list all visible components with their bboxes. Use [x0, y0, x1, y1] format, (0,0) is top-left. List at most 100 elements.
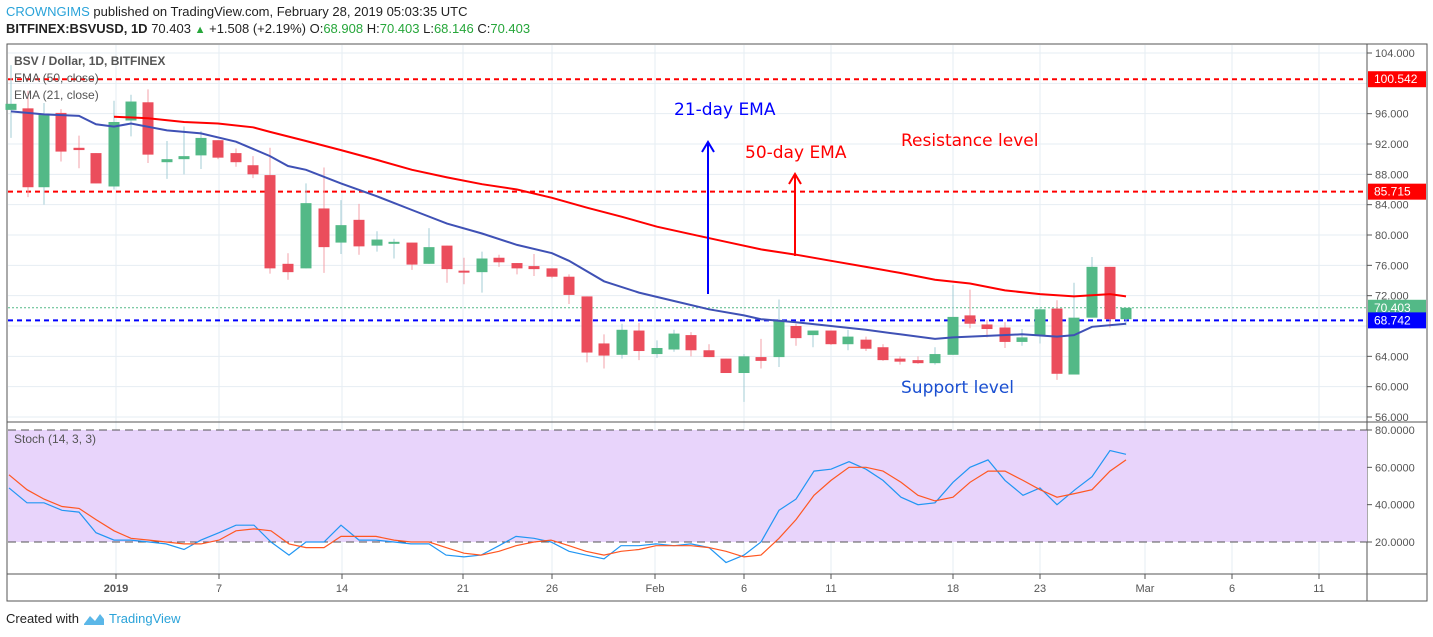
candle-body	[5, 103, 17, 110]
price-label-resistance-high	[1368, 71, 1426, 88]
candle-body	[1086, 266, 1098, 318]
candle-body	[581, 296, 593, 353]
candle-body	[773, 319, 785, 358]
time-tick-label: 11	[1313, 583, 1324, 595]
candle-body	[195, 137, 207, 156]
candle-body	[738, 356, 750, 374]
arrow-up-icon	[701, 140, 715, 153]
time-tick-label: 6	[1229, 583, 1235, 595]
time-tick-label: 14	[336, 583, 348, 595]
time-tick-label: 26	[546, 583, 558, 595]
candle-body	[563, 276, 575, 295]
candle-body	[860, 339, 872, 349]
candle-body	[668, 333, 680, 350]
stoch-tick-label: 40.0000	[1375, 500, 1415, 512]
candle-body	[546, 268, 558, 277]
price-label-text: 100.542	[1374, 72, 1418, 86]
last-price: 70.403	[151, 21, 191, 36]
candle-body	[282, 263, 294, 273]
symbol-name: BITFINEX:BSVUSD, 1D	[6, 21, 148, 36]
arrow-up-icon	[788, 172, 802, 185]
candle-body	[633, 330, 645, 352]
time-tick-label: 7	[216, 583, 222, 595]
candle-body	[493, 257, 505, 263]
candle-body	[981, 324, 993, 330]
candle-body	[1016, 337, 1028, 342]
stoch-tick-label: 60.0000	[1375, 462, 1415, 474]
candle-body	[964, 315, 976, 324]
candle-body	[842, 336, 854, 345]
tradingview-logo-icon	[83, 613, 104, 625]
candle-body	[755, 357, 767, 361]
time-tick-label: 11	[825, 583, 836, 595]
ohlc-high: H:70.403	[366, 21, 420, 36]
published-text: published on TradingView.com, February 2…	[93, 4, 468, 19]
footer: Created with TradingView	[6, 611, 181, 626]
legend-stoch: Stoch (14, 3, 3)	[14, 432, 96, 446]
candle-body	[598, 343, 610, 356]
up-triangle-icon: ▲	[194, 24, 206, 36]
price-label-resistance	[1368, 183, 1426, 200]
candle-body	[1104, 266, 1116, 320]
price-tick-label: 60.000	[1375, 382, 1409, 394]
candle-body	[528, 266, 540, 270]
candle-body	[458, 270, 470, 273]
ohlc-low: L:68.146	[423, 21, 474, 36]
candle-body	[335, 225, 347, 243]
time-tick-label: Mar	[1136, 583, 1155, 595]
candlesticks	[5, 65, 1132, 402]
tradingview-link[interactable]: TradingView	[108, 611, 181, 626]
price-axis[interactable]: 104.000 96.000 92.000 88.000 84.000 80.000 76.…	[1367, 48, 1426, 424]
candle-body	[212, 140, 224, 158]
price-tick-label: 84.000	[1375, 200, 1409, 212]
candle-body	[651, 347, 663, 355]
ema50-line	[113, 115, 1127, 298]
candle-body	[929, 354, 941, 364]
candle-body	[807, 330, 819, 336]
annotation-21-day-ema: 21-day EMA	[674, 100, 776, 120]
stoch-lines	[8, 449, 1127, 564]
candle-body	[894, 358, 906, 362]
price-tick-label: 76.000	[1375, 260, 1409, 272]
annotation-resistance: Resistance level	[901, 131, 1038, 151]
candle-body	[90, 153, 102, 184]
candle-body	[318, 208, 330, 248]
price-label-text: 68.742	[1374, 313, 1411, 327]
legend-ema21: EMA (21, close)	[14, 88, 99, 102]
author-link[interactable]: CROWNGIMS	[6, 4, 90, 19]
price-tick-label: 64.000	[1375, 351, 1409, 363]
candle-body	[73, 147, 85, 151]
price-label-support	[1368, 312, 1426, 329]
candle-body	[1051, 308, 1063, 374]
candle-body	[703, 350, 715, 358]
candle-body	[877, 347, 889, 361]
candle-body	[423, 247, 435, 264]
ema-lines	[10, 110, 1127, 340]
stoch-k-line	[8, 449, 1127, 564]
candle-body	[1120, 307, 1132, 320]
candle-body	[476, 258, 488, 273]
horizontal-levels	[8, 78, 1367, 322]
created-with-text: Created with	[6, 611, 79, 626]
time-tick-label: Feb	[646, 583, 665, 595]
price-tick-label: 56.000	[1375, 412, 1409, 424]
ema21-line	[10, 110, 1127, 340]
candle-body	[1068, 317, 1080, 375]
time-tick-label: 2019	[104, 583, 128, 595]
candle-body	[371, 239, 383, 246]
stoch-tick-label: 20.0000	[1375, 537, 1415, 549]
candle-body	[511, 263, 523, 269]
candle-body	[264, 175, 276, 269]
candle-body	[1034, 309, 1046, 336]
price-label-last-price	[1368, 299, 1426, 316]
time-tick-label: 6	[741, 583, 747, 595]
stoch-axis[interactable]: 80.0000 60.0000 40.0000 20.0000	[1367, 425, 1415, 549]
price-tick-label: 80.000	[1375, 230, 1409, 242]
time-tick-label: 18	[947, 583, 959, 595]
chart-legend-title: BSV / Dollar, 1D, BITFINEX	[14, 54, 165, 68]
price-change: +1.508 (+2.19%)	[209, 21, 306, 36]
time-axis[interactable]: 2019 7 14 21 26 Feb 6 11 18 23 Mar 6 11	[104, 574, 1325, 595]
candle-body	[616, 329, 628, 355]
candle-body	[353, 219, 365, 247]
